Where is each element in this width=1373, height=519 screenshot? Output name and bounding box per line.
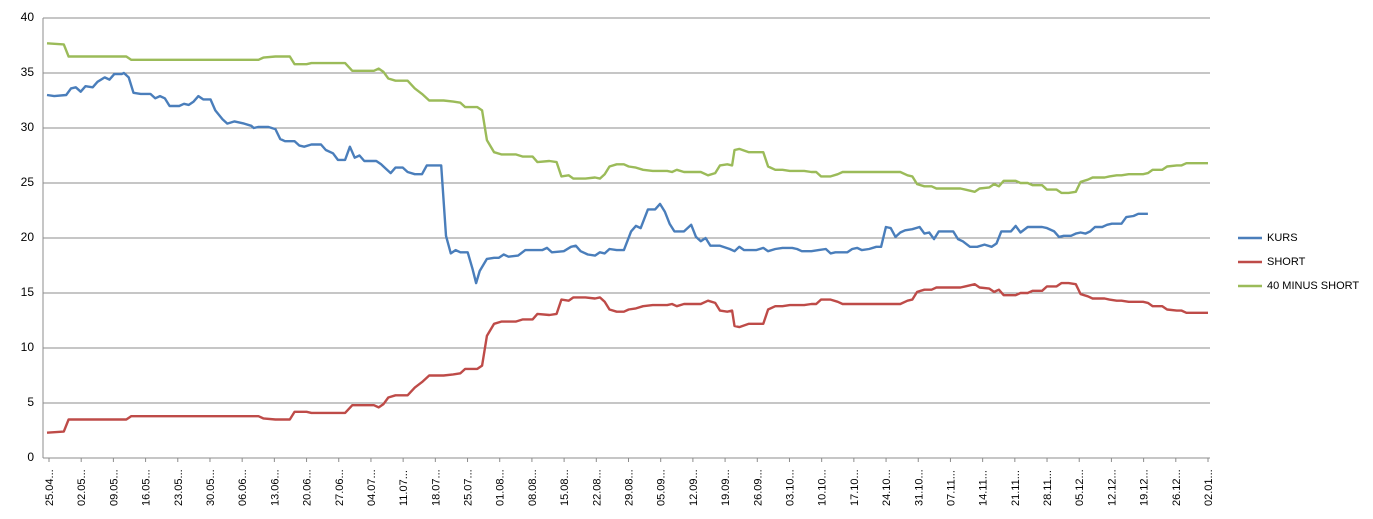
x-tick-label: 07.11... [945,470,957,506]
x-tick-label: 11.07... [398,470,410,506]
x-tick-label: 12.12... [1106,469,1118,506]
y-tick-label-25: 25 [21,175,35,189]
x-tick-label: 20.06... [302,469,314,506]
x-tick-label: 19.12... [1139,469,1151,506]
x-tick-label: 19.09... [720,469,732,506]
x-tick-label: 29.08... [624,469,636,506]
y-tick-label-40: 40 [21,10,35,24]
x-tick-label: 06.06... [237,469,249,506]
x-tick-label: 24.10... [881,469,893,506]
x-tick-label: 31.10... [913,469,925,506]
legend-label-short: SHORT [1267,256,1306,268]
x-tick-label: 26.09... [752,469,764,506]
series-line-kurs [46,71,1148,285]
x-tick-label: 05.12... [1074,469,1086,506]
axes [42,18,1210,459]
x-tick-label: 02.05... [76,469,88,506]
series-line-40-minus-short [46,42,1208,195]
x-tick-label: 05.09... [656,469,668,506]
y-tick-label-5: 5 [27,395,34,409]
x-tick-label: 13.06... [269,469,281,506]
x-tick-label: 23.05... [173,469,185,506]
x-tick-label: 22.08... [591,469,603,506]
x-tick-label: 03.10... [784,469,796,506]
x-axis-tick-labels: 25.04... 02.05... 09.05... 16.05... 23.05...… [44,458,1215,506]
x-tick-label: 09.05... [108,469,120,506]
x-tick-label: 21.11... [1010,470,1022,506]
x-tick-label: 27.06... [334,469,346,506]
x-tick-label: 10.10... [817,469,829,506]
x-tick-label: 12.09... [688,469,700,506]
x-tick-label: 25.07... [463,469,475,506]
x-tick-label: 28.11... [1042,470,1054,506]
x-tick-label: 08.08... [527,469,539,506]
x-tick-label: 25.04... [44,469,56,506]
x-tick-label: 15.08... [559,469,571,506]
x-tick-label: 16.05... [141,469,153,506]
legend-label-kurs: KURS [1267,232,1298,244]
y-tick-label-10: 10 [21,340,35,354]
series-lines [46,42,1208,434]
x-tick-label: 02.01... [1203,469,1215,506]
x-tick-label: 18.07... [430,469,442,506]
y-tick-label-0: 0 [27,450,34,464]
legend: KURS SHORT 40 MINUS SHORT [1238,232,1359,292]
x-tick-label: 14.11... [978,470,990,506]
y-tick-label-20: 20 [21,230,35,244]
series-line-short [46,281,1208,434]
x-tick-label: 04.07... [366,469,378,506]
x-tick-label: 30.05... [205,469,217,506]
y-tick-label-15: 15 [21,285,35,299]
y-axis-tick-labels: 0 5 10 15 20 25 30 35 40 [21,10,35,464]
grid-lines [43,17,1210,404]
x-tick-label: 26.12... [1171,469,1183,506]
y-tick-label-35: 35 [21,65,35,79]
x-tick-label: 01.08... [495,469,507,506]
y-tick-label-30: 30 [21,120,35,134]
x-tick-label: 17.10... [849,469,861,506]
legend-label-40-minus-short: 40 MINUS SHORT [1267,280,1359,292]
